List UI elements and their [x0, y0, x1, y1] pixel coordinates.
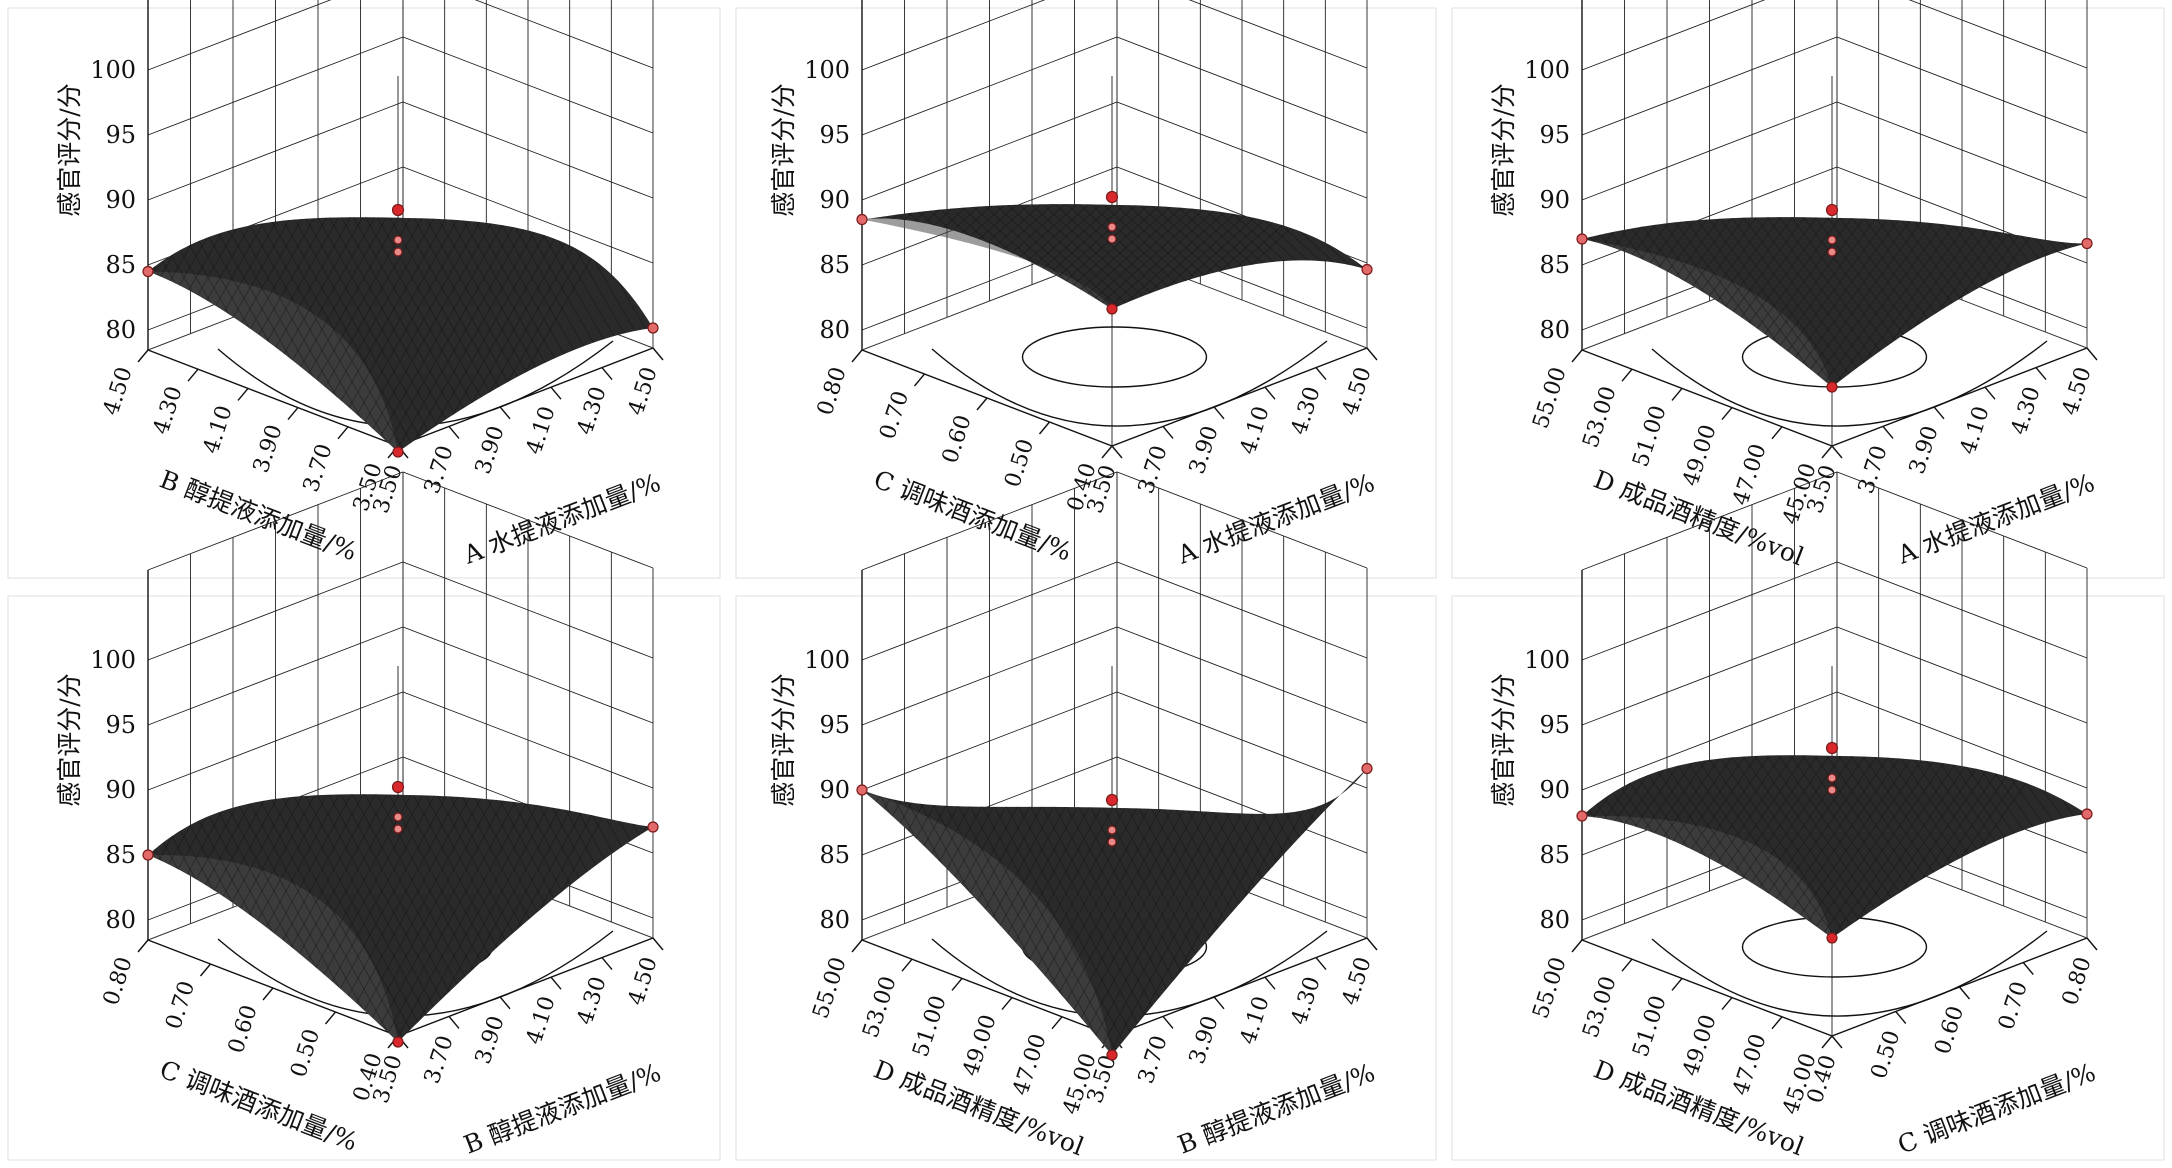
design-point: [1106, 1049, 1118, 1061]
z-axis: 100 95 90 85 80 感官评分/分: [1489, 646, 1570, 934]
z-tick-label: 80: [819, 906, 850, 934]
z-tick-label: 80: [105, 316, 136, 344]
z-tick-label: 95: [1539, 711, 1570, 739]
design-points: [142, 780, 659, 1048]
z-axis: 100 95 90 85 80 感官评分/分: [769, 56, 850, 344]
design-point: [391, 780, 405, 794]
response-surface: [148, 794, 653, 1042]
design-point: [2081, 808, 2093, 820]
z-tick-label: 85: [819, 841, 850, 869]
design-point: [1361, 263, 1373, 276]
design-point: [647, 821, 659, 833]
z-tick-label: 100: [804, 56, 850, 84]
design-point: [1825, 741, 1839, 755]
design-points: [142, 203, 659, 458]
z-tick-label: 100: [90, 56, 136, 84]
design-point: [1576, 233, 1588, 245]
z-axis-label: 感官评分/分: [769, 83, 798, 216]
design-point: [1827, 785, 1837, 795]
design-points: [856, 190, 1373, 315]
z-axis-label: 感官评分/分: [55, 673, 84, 806]
surface-shape: [1582, 217, 2087, 387]
z-tick-label: 95: [105, 711, 136, 739]
panel-frame: [735, 7, 1437, 579]
z-axis: 100 95 90 85 80 感官评分/分: [1489, 56, 1570, 344]
surface-shape: [148, 217, 653, 452]
design-point: [1827, 247, 1837, 257]
design-point: [392, 446, 404, 458]
z-tick-label: 80: [1539, 316, 1570, 344]
z-tick-label: 95: [1539, 121, 1570, 149]
z-tick-label: 85: [819, 251, 850, 279]
z-tick-label: 95: [105, 121, 136, 149]
design-point: [392, 1036, 404, 1048]
design-point: [393, 824, 403, 834]
z-tick-label: 95: [819, 121, 850, 149]
design-point: [142, 849, 154, 861]
design-point: [647, 322, 659, 334]
design-point: [1105, 793, 1119, 807]
design-point: [856, 784, 868, 796]
design-point: [393, 235, 403, 245]
design-points: [856, 762, 1373, 1061]
design-point: [856, 213, 868, 226]
z-tick-label: 80: [105, 906, 136, 934]
design-point: [1106, 303, 1118, 315]
z-axis-label: 感官评分/分: [769, 673, 798, 806]
z-tick-label: 80: [1539, 906, 1570, 934]
design-point: [1827, 773, 1837, 783]
z-tick-label: 85: [105, 841, 136, 869]
design-point: [1825, 203, 1839, 217]
design-point: [393, 247, 403, 257]
z-axis: 100 95 90 85 80 感官评分/分: [769, 646, 850, 934]
design-point: [1105, 190, 1119, 204]
z-tick-label: 85: [1539, 251, 1570, 279]
z-tick-label: 90: [819, 776, 850, 804]
z-tick-label: 100: [1524, 646, 1570, 674]
z-tick-label: 90: [105, 776, 136, 804]
design-point: [393, 812, 403, 822]
z-axis: 100 95 90 85 80 感官评分/分: [55, 646, 136, 934]
z-tick-label: 100: [804, 646, 850, 674]
z-axis-label: 感官评分/分: [1489, 673, 1518, 806]
design-point: [1826, 381, 1838, 393]
design-point: [1576, 810, 1588, 822]
design-point: [391, 203, 405, 217]
z-tick-label: 90: [105, 186, 136, 214]
design-point: [1107, 222, 1117, 232]
design-point: [1826, 932, 1838, 944]
z-tick-label: 95: [819, 711, 850, 739]
surface-shape: [148, 794, 653, 1042]
z-tick-label: 85: [105, 251, 136, 279]
design-points: [1576, 741, 2093, 944]
z-tick-label: 80: [819, 316, 850, 344]
design-point: [1107, 825, 1117, 835]
z-tick-label: 90: [1539, 776, 1570, 804]
z-tick-label: 90: [819, 186, 850, 214]
z-axis-label: 感官评分/分: [55, 83, 84, 216]
design-point: [142, 265, 154, 278]
design-point: [1361, 762, 1373, 775]
design-points: [1576, 203, 2093, 393]
design-point: [1107, 837, 1117, 847]
design-point: [2081, 237, 2093, 250]
contour-lines: [931, 326, 1328, 427]
surface-shape: [1582, 755, 2087, 938]
z-axis: 100 95 90 85 80 感官评分/分: [55, 56, 136, 344]
design-point: [1107, 234, 1117, 244]
design-point: [1827, 235, 1837, 245]
z-axis-label: 感官评分/分: [1489, 83, 1518, 216]
z-tick-label: 100: [90, 646, 136, 674]
z-tick-label: 100: [1524, 56, 1570, 84]
z-tick-label: 85: [1539, 841, 1570, 869]
z-tick-label: 90: [1539, 186, 1570, 214]
